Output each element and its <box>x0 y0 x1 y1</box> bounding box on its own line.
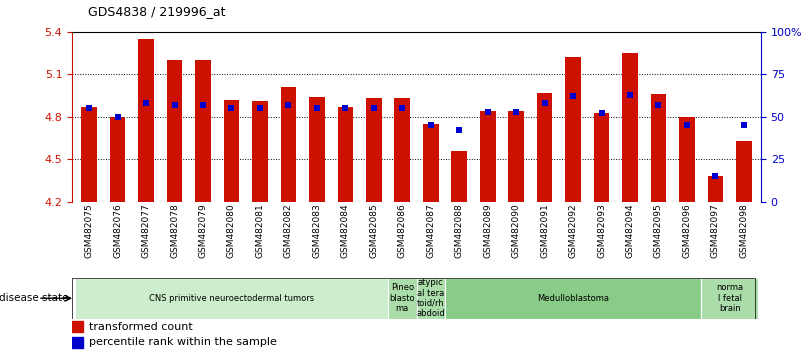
Bar <box>622 53 638 202</box>
Text: GSM482082: GSM482082 <box>284 203 293 258</box>
Point <box>282 102 295 108</box>
Text: Pineo
blasto
ma: Pineo blasto ma <box>389 283 415 313</box>
Text: GSM482098: GSM482098 <box>739 203 748 258</box>
Point <box>111 114 124 120</box>
Bar <box>707 176 723 202</box>
Bar <box>537 93 553 202</box>
Bar <box>280 87 296 202</box>
Point <box>538 101 551 106</box>
Text: GSM482083: GSM482083 <box>312 203 321 258</box>
Text: transformed count: transformed count <box>90 321 193 332</box>
Bar <box>480 111 496 202</box>
Point <box>168 102 181 108</box>
Bar <box>509 111 524 202</box>
Text: GSM482084: GSM482084 <box>341 203 350 258</box>
Point <box>225 105 238 111</box>
Text: GSM482093: GSM482093 <box>597 203 606 258</box>
Text: CNS primitive neuroectodermal tumors: CNS primitive neuroectodermal tumors <box>149 294 314 303</box>
Text: GSM482081: GSM482081 <box>256 203 264 258</box>
Point <box>83 105 95 111</box>
Point <box>595 110 608 116</box>
Text: GSM482091: GSM482091 <box>540 203 549 258</box>
Bar <box>394 98 410 202</box>
Bar <box>423 124 439 202</box>
Text: GSM482079: GSM482079 <box>199 203 207 258</box>
Text: GSM482092: GSM482092 <box>569 203 578 258</box>
Point <box>196 102 209 108</box>
Text: GSM482088: GSM482088 <box>455 203 464 258</box>
Bar <box>223 100 239 202</box>
Bar <box>337 107 353 202</box>
Bar <box>167 60 183 202</box>
Text: disease state: disease state <box>0 293 68 303</box>
Bar <box>366 98 381 202</box>
Text: atypic
al tera
toid/rh
abdoid: atypic al tera toid/rh abdoid <box>417 278 445 318</box>
Point <box>481 109 494 115</box>
Text: GSM482094: GSM482094 <box>626 203 634 258</box>
Point <box>709 173 722 179</box>
Bar <box>736 141 751 202</box>
Point <box>254 105 267 111</box>
Bar <box>388 278 417 319</box>
Bar <box>252 101 268 202</box>
Bar <box>452 151 467 202</box>
Text: GSM482080: GSM482080 <box>227 203 236 258</box>
Point <box>396 105 409 111</box>
Bar <box>139 39 154 202</box>
Point <box>681 122 694 128</box>
Bar <box>417 278 445 319</box>
Text: GSM482089: GSM482089 <box>483 203 492 258</box>
Bar <box>701 278 758 319</box>
Point <box>738 122 751 128</box>
Text: norma
l fetal
brain: norma l fetal brain <box>716 283 743 313</box>
Point <box>453 127 465 133</box>
Bar <box>72 337 83 348</box>
Text: GSM482075: GSM482075 <box>85 203 94 258</box>
Bar <box>650 94 666 202</box>
Text: Medulloblastoma: Medulloblastoma <box>537 294 609 303</box>
Text: GDS4838 / 219996_at: GDS4838 / 219996_at <box>88 5 226 18</box>
Point <box>566 93 579 99</box>
Point <box>139 101 152 106</box>
Bar <box>445 278 701 319</box>
Text: GSM482085: GSM482085 <box>369 203 378 258</box>
Bar <box>594 113 610 202</box>
Text: GSM482095: GSM482095 <box>654 203 663 258</box>
Bar <box>72 321 83 332</box>
Point <box>311 105 324 111</box>
Text: GSM482096: GSM482096 <box>682 203 691 258</box>
Point <box>339 105 352 111</box>
Bar <box>110 117 126 202</box>
Text: GSM482090: GSM482090 <box>512 203 521 258</box>
Bar <box>75 278 388 319</box>
Text: GSM482087: GSM482087 <box>426 203 435 258</box>
Point <box>368 105 380 111</box>
Bar <box>82 107 97 202</box>
Bar <box>195 60 211 202</box>
Point <box>652 102 665 108</box>
Text: GSM482077: GSM482077 <box>142 203 151 258</box>
Point <box>425 122 437 128</box>
Bar <box>309 97 324 202</box>
Text: GSM482097: GSM482097 <box>711 203 720 258</box>
Bar <box>679 117 694 202</box>
Text: GSM482078: GSM482078 <box>170 203 179 258</box>
Point <box>624 92 637 98</box>
Text: GSM482076: GSM482076 <box>113 203 122 258</box>
Bar <box>566 57 581 202</box>
Point <box>509 109 522 115</box>
Text: GSM482086: GSM482086 <box>398 203 407 258</box>
Text: percentile rank within the sample: percentile rank within the sample <box>90 337 277 348</box>
